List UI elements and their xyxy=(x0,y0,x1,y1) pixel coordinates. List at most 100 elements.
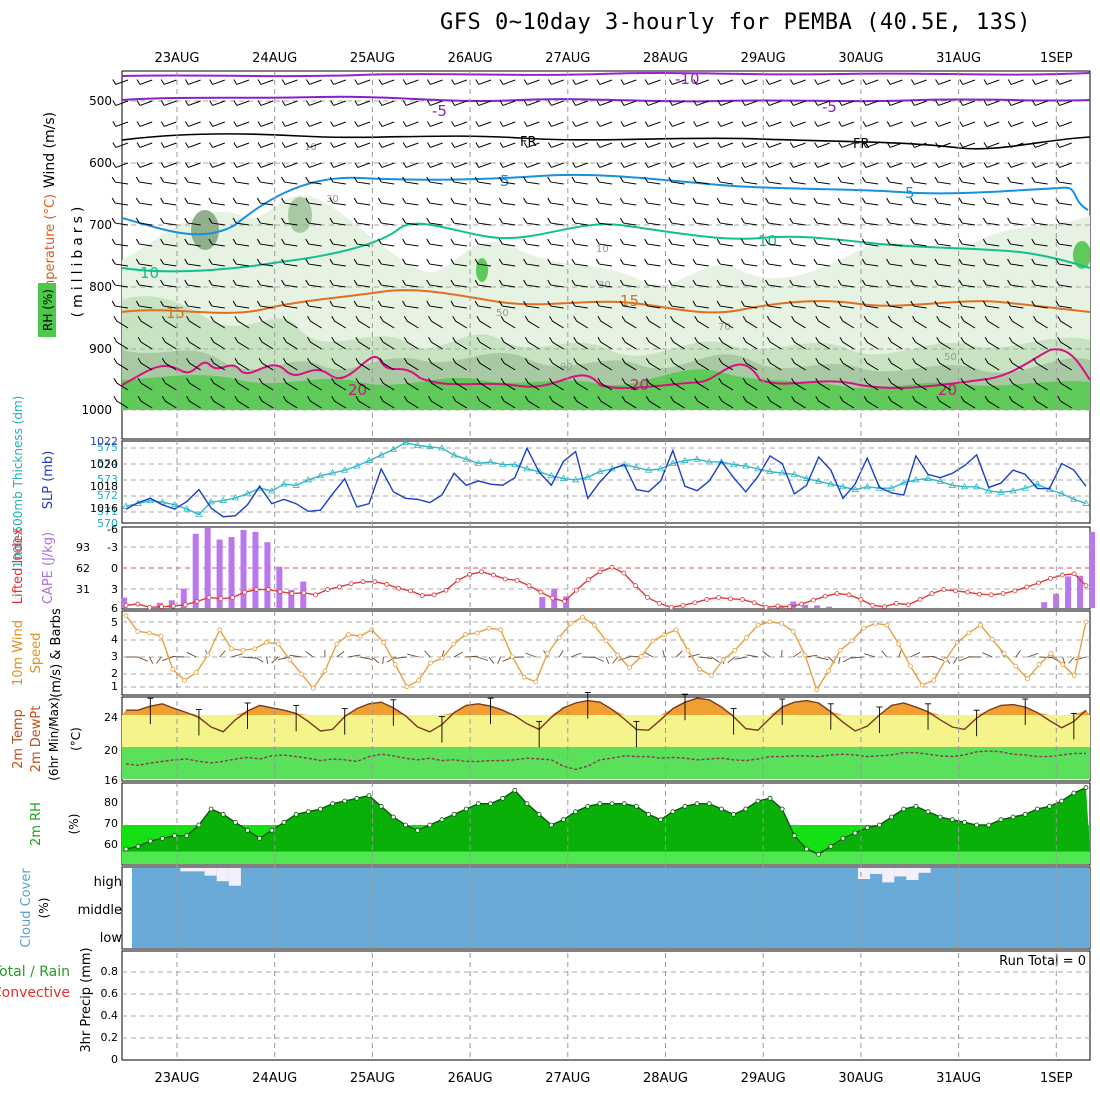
label-6hr-minmax: (6hr Min/Max) xyxy=(47,697,61,781)
upper-barb xyxy=(256,217,274,226)
rh2m-yaxis: 80 70 60 xyxy=(104,796,118,851)
cape-bar xyxy=(228,537,235,608)
upper-barb xyxy=(403,336,419,350)
upper-barb xyxy=(184,300,201,309)
rh2m-line-point xyxy=(597,801,603,807)
upper-barb xyxy=(428,395,443,409)
upper-barb xyxy=(813,279,830,288)
upper-barb xyxy=(789,162,806,168)
upper-barb xyxy=(789,79,806,85)
upper-barb xyxy=(934,279,951,288)
wind10-barb xyxy=(605,656,610,664)
date-label-top: 28AUG xyxy=(643,51,688,66)
upper-barb xyxy=(934,217,951,226)
upper-barb xyxy=(184,100,201,106)
upper-barb xyxy=(644,142,661,148)
wind10-barb xyxy=(386,656,396,663)
upper-barb xyxy=(547,197,564,206)
upper-barb xyxy=(137,315,153,329)
upper-barb xyxy=(184,79,201,85)
wind10-barb xyxy=(186,651,197,658)
li-line-point xyxy=(360,579,366,585)
thickness-line-point xyxy=(462,455,470,462)
label-rh-50-b: 50 xyxy=(944,352,957,363)
upper-barb xyxy=(765,258,782,267)
rh2m-line-point xyxy=(962,819,967,825)
wind10-barb xyxy=(711,656,720,663)
upper-barb xyxy=(450,279,467,288)
thickness-line-point xyxy=(705,458,713,465)
upper-barb xyxy=(839,315,855,329)
wind10-line-point xyxy=(931,677,937,683)
cloud-high-gap xyxy=(870,868,883,874)
upper-barb xyxy=(353,176,371,185)
upper-barb xyxy=(595,217,613,226)
cape-bar xyxy=(790,601,797,608)
cloud-tick-low: low xyxy=(100,931,123,946)
upper-barb xyxy=(982,300,1000,309)
rh2m-line-point xyxy=(852,830,858,836)
rh2m-line-point xyxy=(1022,811,1028,817)
upper-barb xyxy=(257,121,274,127)
rh2m-line-point xyxy=(585,803,591,809)
upper-barb xyxy=(960,315,976,329)
upper-barb xyxy=(644,258,661,267)
upper-barb xyxy=(474,176,492,185)
upper-barb xyxy=(282,357,298,371)
rh2m-line-point xyxy=(573,809,579,815)
upper-barb xyxy=(450,217,467,226)
upper-barb xyxy=(307,395,322,409)
upper-barb xyxy=(1033,377,1048,391)
wind10-barb xyxy=(958,656,970,662)
upper-barb xyxy=(234,395,250,409)
label-3hr-precip: 3hr Precip (mm) xyxy=(79,947,94,1052)
upper-barb xyxy=(936,395,952,409)
upper-barb xyxy=(984,315,1000,329)
wind10-line-point xyxy=(919,682,925,688)
upper-barb xyxy=(887,315,903,329)
upper-barb xyxy=(523,79,540,85)
upper-barb xyxy=(1056,100,1072,106)
li-line-point xyxy=(502,576,508,582)
upper-barb xyxy=(936,377,952,391)
rh-cell xyxy=(191,210,219,250)
thickness-line-point xyxy=(754,465,762,472)
upper-barb xyxy=(861,279,879,288)
upper-barb xyxy=(813,176,830,185)
date-label-bottom: 31AUG xyxy=(936,1071,981,1086)
cape-bar xyxy=(276,566,283,608)
upper-barb xyxy=(935,100,951,106)
upper-barb xyxy=(837,258,855,267)
wind10-barb xyxy=(1068,656,1075,664)
cape-bar xyxy=(168,600,175,608)
thickness-line-point xyxy=(511,460,519,468)
upper-barb xyxy=(135,176,153,185)
upper-barb xyxy=(789,142,806,148)
rh2m-line-point xyxy=(123,846,129,852)
upper-barb xyxy=(597,395,613,409)
upper-barb xyxy=(814,121,830,127)
upper-barb xyxy=(209,100,225,106)
li-line-point xyxy=(171,603,176,609)
upper-barb xyxy=(113,395,129,409)
upper-barb xyxy=(740,217,758,226)
wind10-line-point xyxy=(252,646,258,652)
rh2m-line-point xyxy=(779,806,785,812)
li-line-point xyxy=(597,569,603,575)
upper-barb xyxy=(717,121,734,127)
upper-barb xyxy=(305,79,322,85)
cape-bar xyxy=(778,606,785,608)
t-tick-16: 16 xyxy=(104,774,118,787)
rh2m-line-point xyxy=(342,798,348,804)
upper-barb xyxy=(257,79,274,85)
cape-yaxis: 93 62 31 xyxy=(76,541,90,596)
upper-barb xyxy=(1008,336,1024,350)
rh2m-line-point xyxy=(682,803,688,809)
upper-barb xyxy=(281,258,298,267)
upper-barb xyxy=(307,377,322,391)
upper-barb xyxy=(160,162,177,168)
upper-barb xyxy=(644,79,661,85)
upper-barb xyxy=(862,100,879,106)
upper-barb xyxy=(1007,121,1024,127)
rh2m-line-point xyxy=(755,798,761,804)
